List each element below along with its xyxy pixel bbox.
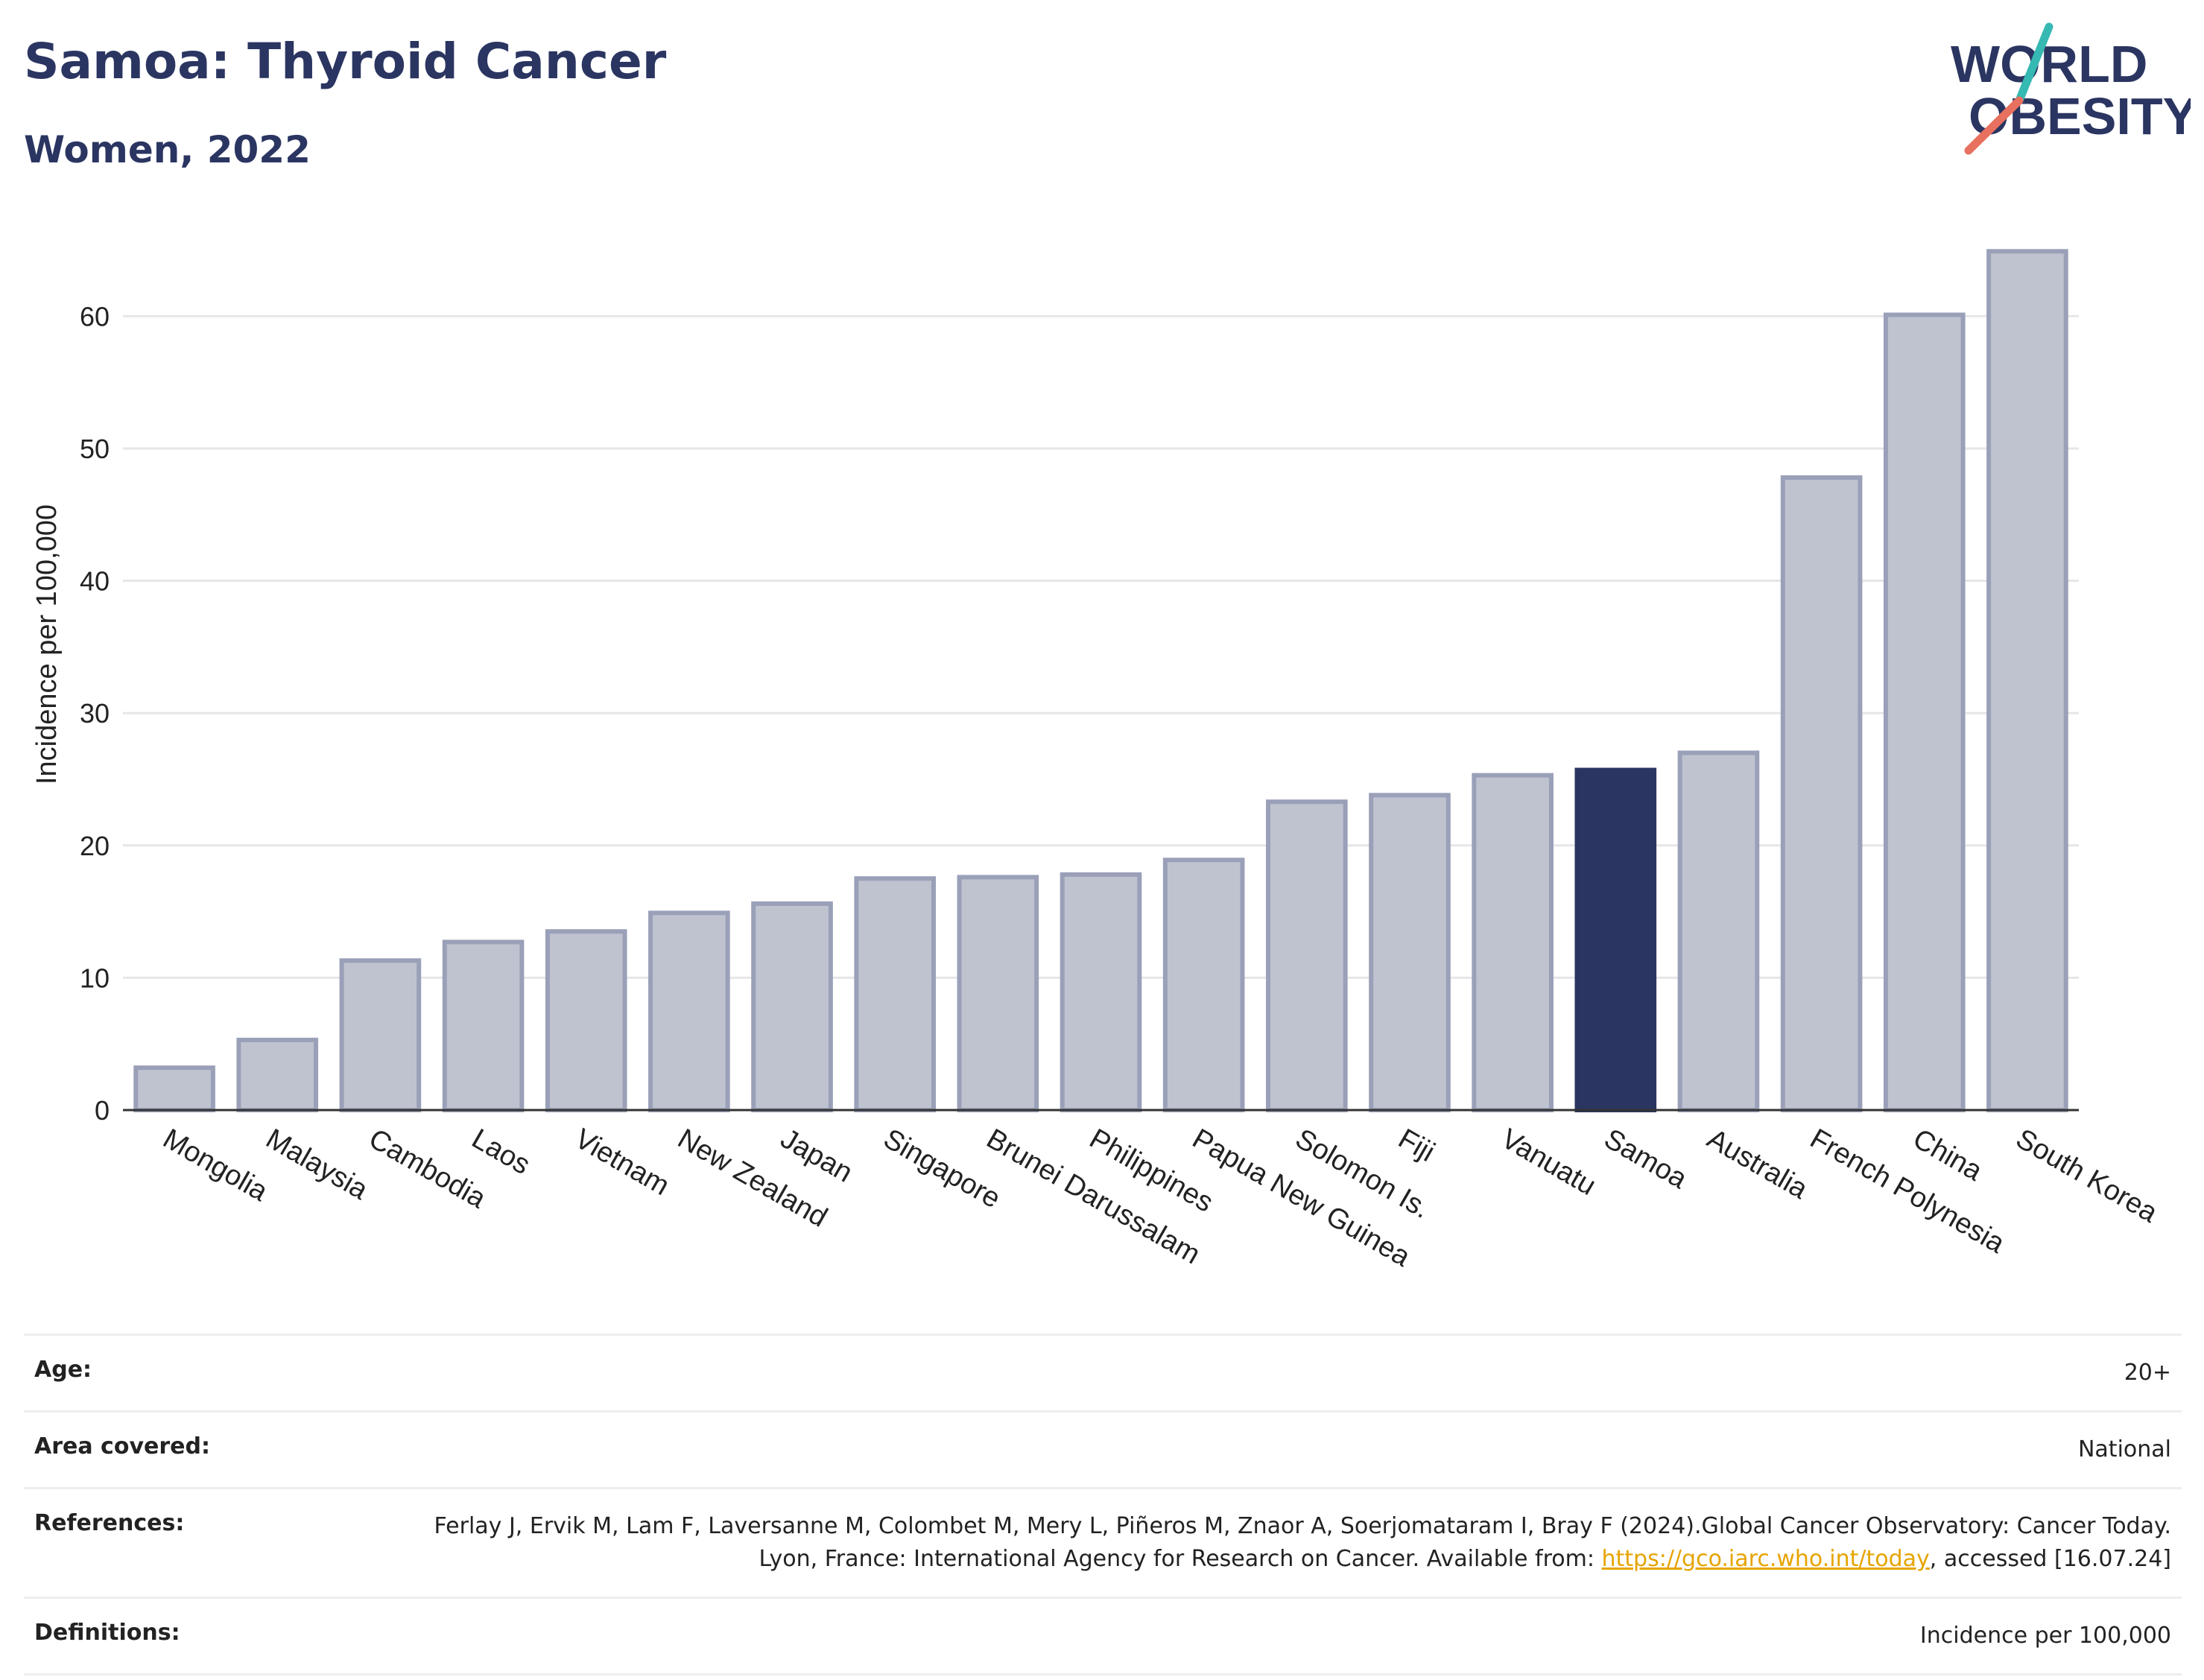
y-axis-label: Incidence per 100,000 (31, 504, 63, 784)
age-label: Age: (34, 1357, 92, 1383)
world-obesity-logo: WORLD OBESITY (1951, 22, 2191, 155)
x-tick-label: China (1907, 1123, 1988, 1187)
age-value: 20+ (2124, 1360, 2171, 1386)
y-tick-label: 50 (80, 434, 110, 464)
y-tick-label: 10 (80, 963, 110, 993)
definitions-value: Incidence per 100,000 (1919, 1623, 2171, 1649)
x-tick-label: Cambodia (364, 1123, 492, 1214)
bar-japan (751, 901, 833, 1113)
bar-south-korea (1986, 249, 2068, 1113)
bar-papua-new-guinea (1162, 858, 1245, 1113)
x-tick-label: French Polynesia (1805, 1123, 2010, 1260)
meta-row-area: Area covered: National (24, 1410, 2182, 1487)
y-tick-label: 60 (80, 301, 110, 332)
bar-brunei-darussalam (957, 875, 1039, 1112)
bar-vietnam (545, 929, 627, 1112)
meta-row-age: Age: 20+ (24, 1334, 2182, 1410)
bar-solomon-is (1266, 799, 1348, 1112)
area-value: National (2077, 1436, 2171, 1462)
x-tick-label: Japan (776, 1123, 858, 1188)
y-tick-label: 30 (80, 698, 110, 729)
y-tick-label: 20 (80, 831, 110, 861)
bar-china (1883, 312, 1966, 1112)
page-subtitle: Women, 2022 (24, 128, 311, 171)
bar-australia (1677, 750, 1760, 1112)
bar-philippines (1060, 872, 1142, 1112)
meta-row-references: References: Ferlay J, Ervik M, Lam F, La… (24, 1487, 2182, 1597)
x-tick-label: Vanuatu (1496, 1123, 1601, 1202)
bar-new-zealand (648, 910, 730, 1112)
references-link[interactable]: https://gco.iarc.who.int/today (1601, 1546, 1930, 1572)
bar-fiji (1369, 793, 1451, 1112)
x-tick-label: Australia (1702, 1123, 1814, 1205)
bar-vanuatu (1472, 773, 1554, 1113)
y-axis-ticks: 0 10 20 30 40 50 60 (80, 301, 110, 1126)
logo-slash-teal (2015, 22, 2053, 105)
bar-cambodia (339, 958, 422, 1112)
x-tick-label: Fiji (1393, 1123, 1440, 1168)
bar-singapore (854, 876, 936, 1112)
x-tick-label: Malaysia (261, 1123, 374, 1206)
x-tick-label: Vietnam (569, 1123, 674, 1202)
metadata-table: Age: 20+ Area covered: National Referenc… (24, 1334, 2182, 1676)
x-tick-label: Mongolia (158, 1123, 273, 1208)
logo-slash-coral (1964, 96, 2024, 155)
area-label: Area covered: (34, 1433, 210, 1459)
y-tick-label: 40 (80, 566, 110, 597)
references-text-end: , accessed [16.07.24] (1929, 1546, 2171, 1572)
bar-laos (442, 939, 525, 1113)
x-tick-label: South Korea (2010, 1123, 2163, 1229)
references-value: Ferlay J, Ervik M, Lam F, Laversanne M, … (383, 1510, 2171, 1576)
bar-mongolia (133, 1065, 215, 1113)
page-title: Samoa: Thyroid Cancer (24, 33, 667, 90)
references-text-start: Ferlay J, Ervik M, Lam F, Laversanne M, … (434, 1513, 2171, 1572)
definitions-label: Definitions: (34, 1620, 180, 1646)
x-tick-label: Singapore (878, 1123, 1006, 1214)
bars-layer (133, 249, 2068, 1113)
x-tick-label: Samoa (1599, 1123, 1693, 1195)
x-tick-label: Laos (466, 1123, 535, 1181)
logo-word-world: WORLD (1951, 35, 2147, 93)
bar-french-polynesia (1780, 475, 1863, 1112)
bar-samoa (1574, 767, 1657, 1113)
bar-malaysia (236, 1037, 319, 1113)
y-tick-label: 0 (95, 1095, 110, 1126)
bar-chart: 0 10 20 30 40 50 60 MongoliaMalaysiaCambodiaLa… (31, 249, 2164, 1273)
meta-row-definitions: Definitions: Incidence per 100,000 (24, 1597, 2182, 1676)
references-label: References: (34, 1510, 185, 1536)
